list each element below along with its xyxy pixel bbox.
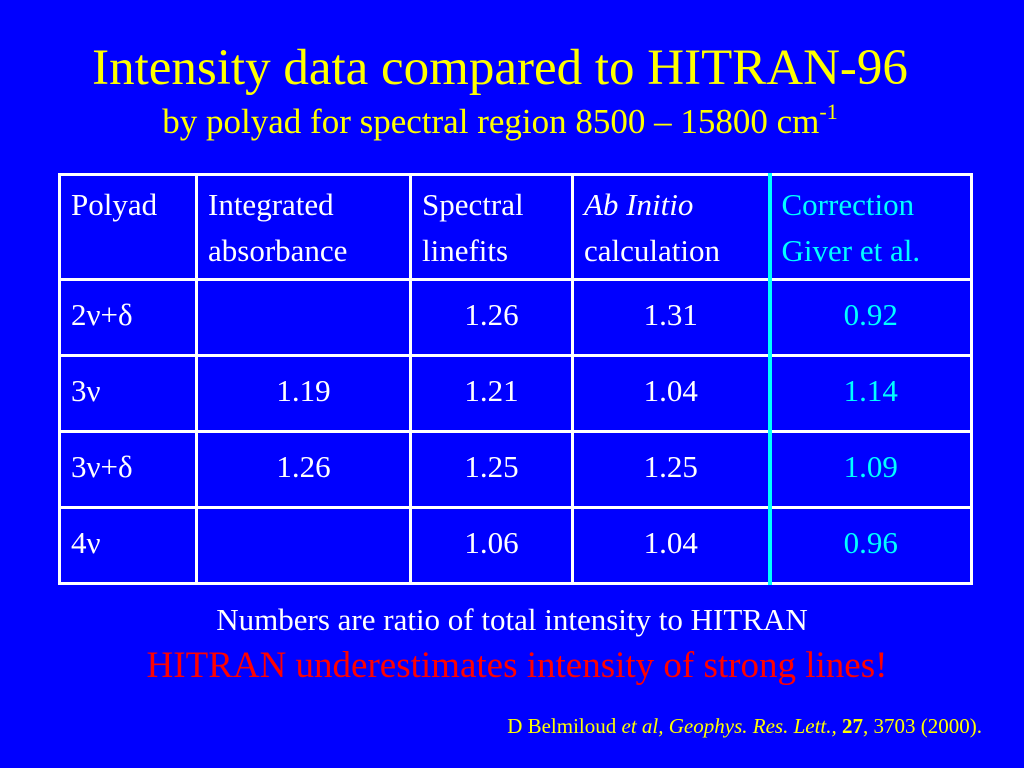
cell-ab-initio: 1.31 bbox=[571, 278, 771, 357]
citation-journal: et al, Geophys. Res. Lett., bbox=[621, 714, 837, 738]
cell-spectral: 1.26 bbox=[409, 278, 574, 357]
cell-correction: 1.14 bbox=[767, 354, 973, 433]
header-spectral-linefits: Spectral linefits bbox=[409, 173, 574, 281]
cell-polyad: 4ν bbox=[58, 506, 198, 585]
cell-polyad: 3ν bbox=[58, 354, 198, 433]
header-correction: Correction Giver et al. bbox=[767, 173, 973, 281]
conclusion-text: HITRAN underestimates intensity of stron… bbox=[146, 645, 888, 686]
header-integrated-absorbance: Integrated absorbance bbox=[195, 173, 412, 281]
header-spectral-line2: linefits bbox=[422, 233, 509, 268]
cell-spectral: 1.06 bbox=[409, 506, 574, 585]
header-integrated-line2: absorbance bbox=[208, 233, 348, 268]
header-correction-line2: Giver et al. bbox=[781, 233, 921, 268]
header-correction-line1: Correction bbox=[781, 187, 915, 222]
cell-correction: 0.96 bbox=[767, 506, 973, 585]
citation-volume: 27 bbox=[842, 714, 863, 738]
subtitle-text: by polyad for spectral region 8500 – 158… bbox=[162, 102, 820, 141]
table-header-row: Polyad Integrated absorbance Spectral li… bbox=[58, 173, 973, 281]
cell-integrated: 1.19 bbox=[195, 354, 412, 433]
citation-author: D Belmiloud bbox=[507, 714, 622, 738]
cell-integrated bbox=[195, 278, 412, 357]
cell-integrated: 1.26 bbox=[195, 430, 412, 509]
cell-correction: 0.92 bbox=[767, 278, 973, 357]
cell-correction: 1.09 bbox=[767, 430, 973, 509]
citation: D Belmiloud et al, Geophys. Res. Lett., … bbox=[507, 712, 982, 740]
cell-spectral: 1.25 bbox=[409, 430, 574, 509]
cell-ab-initio: 1.04 bbox=[571, 354, 771, 433]
cell-polyad: 3ν+δ bbox=[58, 430, 198, 509]
header-ab-initio-line1: Ab Initio bbox=[584, 187, 694, 222]
table-row: 3ν+δ 1.26 1.25 1.25 1.09 bbox=[58, 430, 973, 509]
header-polyad-line1: Polyad bbox=[71, 187, 158, 222]
cell-spectral: 1.21 bbox=[409, 354, 574, 433]
cell-ab-initio: 1.04 bbox=[571, 506, 771, 585]
header-integrated-line1: Integrated bbox=[208, 187, 334, 222]
table-row: 3ν 1.19 1.21 1.04 1.14 bbox=[58, 354, 973, 433]
slide-subtitle: by polyad for spectral region 8500 – 158… bbox=[0, 100, 1000, 144]
cell-polyad: 2ν+δ bbox=[58, 278, 198, 357]
slide-title: Intensity data compared to HITRAN-96 bbox=[92, 40, 908, 96]
header-polyad: Polyad bbox=[58, 173, 198, 281]
header-spectral-line1: Spectral bbox=[422, 187, 524, 222]
intensity-table: Polyad Integrated absorbance Spectral li… bbox=[58, 173, 973, 585]
ratio-note: Numbers are ratio of total intensity to … bbox=[216, 602, 808, 637]
cell-ab-initio: 1.25 bbox=[571, 430, 771, 509]
cell-integrated bbox=[195, 506, 412, 585]
table-row: 2ν+δ 1.26 1.31 0.92 bbox=[58, 278, 973, 357]
citation-pages-year: , 3703 (2000). bbox=[863, 714, 982, 738]
table-row: 4ν 1.06 1.04 0.96 bbox=[58, 506, 973, 585]
header-ab-initio-line2: calculation bbox=[584, 233, 720, 268]
subtitle-exponent: -1 bbox=[819, 99, 838, 124]
header-ab-initio: Ab Initio calculation bbox=[571, 173, 771, 281]
